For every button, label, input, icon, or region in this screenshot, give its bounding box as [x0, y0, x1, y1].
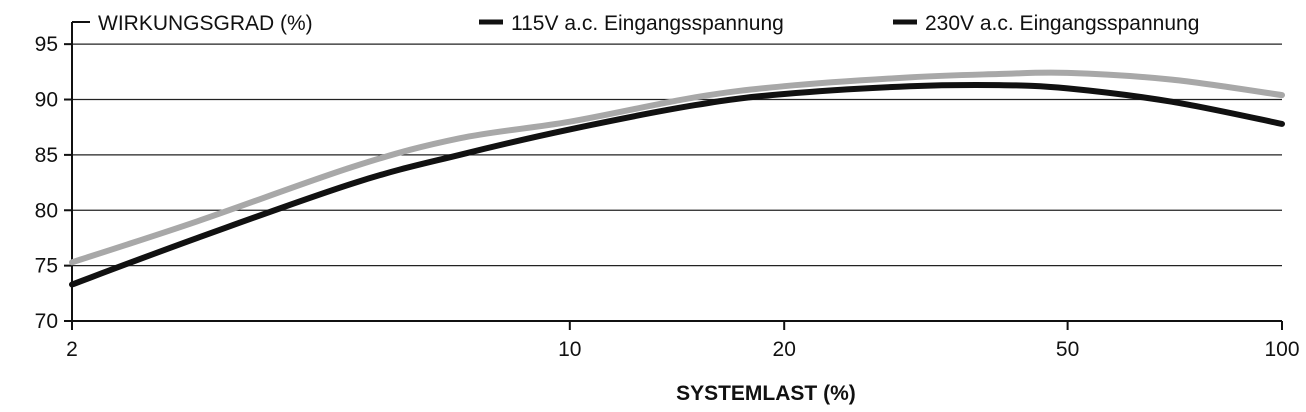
series-line-230v — [69, 69, 1285, 266]
series-line-115v — [69, 81, 1285, 288]
y-tick-label-70: 70 — [35, 310, 58, 333]
series-lines — [69, 69, 1285, 288]
y-tick-label-85: 85 — [35, 144, 58, 167]
x-tick-label-100: 100 — [1264, 338, 1299, 361]
legend-label-230v: 230V a.c. Eingangsspannung — [925, 12, 1199, 35]
legend-label-115v: 115V a.c. Eingangsspannung — [511, 12, 784, 35]
x-tick-label-2: 2 — [66, 338, 78, 361]
y-tick-label-75: 75 — [35, 255, 58, 278]
y-axis-title: WIRKUNGSGRAD (%) — [98, 12, 313, 35]
x-axis-title: SYSTEMLAST (%) — [676, 382, 856, 405]
x-tick-label-10: 10 — [558, 338, 581, 361]
y-tick-label-90: 90 — [35, 89, 58, 112]
x-tick-label-50: 50 — [1056, 338, 1079, 361]
grid-lines — [72, 43, 1282, 267]
y-tick-label-80: 80 — [35, 199, 58, 222]
y-tick-label-95: 95 — [35, 33, 58, 56]
legend: 115V a.c. Eingangsspannung 230V a.c. Ein… — [479, 12, 1199, 35]
x-tick-label-20: 20 — [773, 338, 796, 361]
axes — [64, 21, 1283, 330]
axis-labels: 70 75 80 85 90 95 2 10 20 50 100 — [35, 33, 1300, 361]
